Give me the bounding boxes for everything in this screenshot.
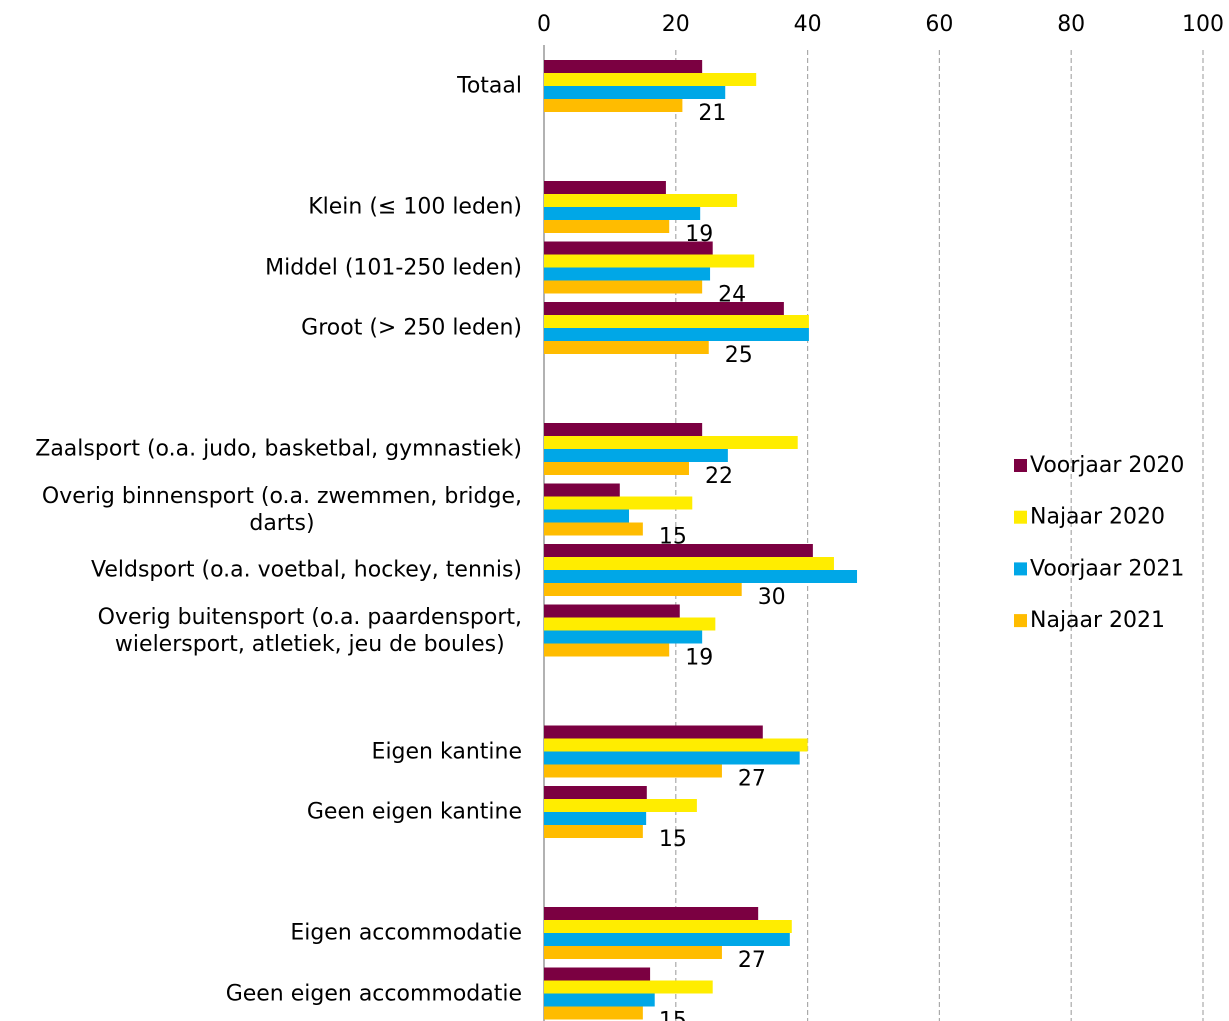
legend-label: Voorjaar 2020 (1030, 453, 1184, 478)
bar (544, 738, 808, 752)
category-label: Eigen kantine (371, 739, 522, 764)
bar (544, 522, 643, 536)
bar (544, 920, 792, 933)
bar (544, 933, 790, 946)
data-label: 27 (738, 948, 766, 973)
bar (544, 60, 703, 73)
x-tick-label: 60 (925, 12, 953, 37)
bar (544, 751, 800, 765)
x-tick-label: 100 (1182, 12, 1224, 37)
x-tick-label: 80 (1057, 12, 1085, 37)
bar (544, 764, 722, 778)
legend-swatch (1014, 562, 1027, 576)
legend-swatch (1014, 614, 1027, 628)
category-label: Veldsport (o.a. voetbal, hockey, tennis) (90, 557, 522, 583)
category-label: Middel (101-250 leden) (265, 255, 522, 280)
bar (544, 73, 757, 86)
category-label: Eigen accommodatie (290, 920, 522, 946)
bar (544, 449, 728, 462)
bar (544, 980, 713, 994)
x-tick-label: 40 (794, 12, 822, 37)
bar (544, 496, 693, 510)
bar (544, 946, 722, 959)
bar (544, 786, 647, 799)
bar (544, 220, 670, 233)
bar (544, 630, 703, 644)
bar (544, 604, 680, 618)
category-label: Overig binnensport (o.a. zwemmen, bridge… (41, 483, 522, 536)
bar (544, 315, 809, 328)
category-label: Groot (> 250 leden) (301, 315, 522, 341)
bar (544, 509, 630, 523)
bar (544, 254, 755, 268)
legend-swatch (1014, 510, 1027, 524)
category-label: Geen eigen kantine (306, 799, 522, 825)
data-label: 25 (725, 343, 753, 368)
category-label: Zaalsport (o.a. judo, basketbal, gymnast… (35, 436, 522, 462)
bar (544, 86, 726, 99)
bar (544, 993, 655, 1007)
bar (544, 907, 759, 920)
x-tick-label: 0 (537, 12, 551, 37)
data-label: 15 (659, 827, 687, 852)
bar (544, 181, 666, 194)
bar (544, 194, 738, 207)
legend-swatch (1014, 459, 1027, 472)
bar (544, 583, 742, 596)
category-label: Totaal (457, 73, 522, 99)
bar (544, 617, 716, 631)
data-label: 22 (705, 464, 733, 489)
bar (544, 241, 713, 255)
bar (544, 643, 670, 657)
data-label: 30 (758, 585, 786, 610)
bar (544, 825, 643, 838)
bar (544, 544, 813, 557)
bar (544, 799, 697, 812)
bar (544, 328, 809, 341)
category-label: Klein (≤ 100 leden) (308, 194, 522, 220)
bar (544, 483, 620, 497)
legend-label: Voorjaar 2021 (1030, 556, 1184, 581)
data-label: 15 (659, 1009, 687, 1021)
bar (544, 280, 703, 294)
data-label: 21 (698, 101, 726, 126)
bar (544, 302, 784, 315)
legend-label: Najaar 2021 (1030, 608, 1165, 633)
bar (544, 423, 703, 436)
bar (544, 570, 858, 583)
bar (544, 1006, 643, 1020)
bar (544, 436, 798, 449)
category-label: Overig buitensport (o.a. paardensport, w… (97, 604, 522, 657)
bar (544, 725, 763, 739)
bar (544, 967, 651, 981)
bar (544, 99, 683, 112)
category-label: Geen eigen accommodatie (225, 981, 522, 1006)
bar (544, 207, 701, 220)
bar (544, 462, 689, 475)
legend-label: Najaar 2020 (1030, 505, 1165, 530)
bar (544, 267, 711, 281)
data-label: 19 (685, 646, 713, 671)
x-tick-label: 20 (662, 12, 690, 37)
bar (544, 557, 834, 570)
data-label: 27 (738, 767, 766, 792)
bar (544, 812, 647, 825)
bar (544, 341, 709, 354)
